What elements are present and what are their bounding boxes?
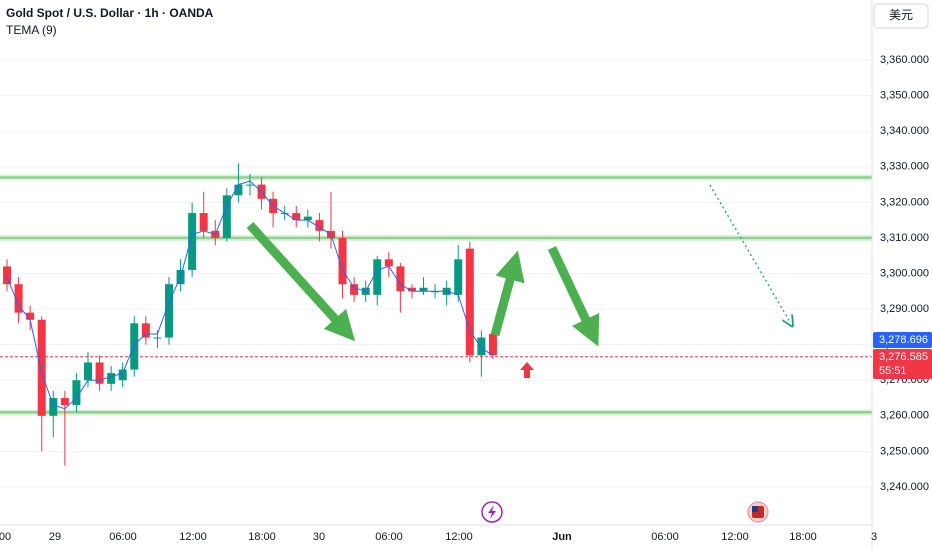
candle-body [350, 284, 359, 295]
current-price-tag [873, 349, 932, 379]
candle-body [245, 184, 254, 186]
x-tick-label: 06:00 [109, 531, 137, 543]
countdown: 55:51 [879, 365, 907, 377]
arrow-down [246, 221, 356, 342]
y-tick-label: 3,250.000 [880, 445, 929, 457]
x-tick-label: 06:00 [651, 531, 679, 543]
lightning [488, 505, 496, 519]
candle-body [407, 287, 416, 292]
candle-body [373, 259, 382, 295]
x-tick-label: 12:00 [179, 531, 207, 543]
plot-area [0, 59, 872, 488]
currency-button[interactable] [873, 3, 929, 29]
current-price-label: 3,276.585 [879, 351, 928, 363]
candle-body [338, 237, 347, 285]
x-tick-label: 30 [313, 531, 325, 543]
candle-body [199, 213, 208, 231]
candle-body [60, 398, 69, 406]
candle-body [222, 195, 231, 238]
candle-body [26, 312, 35, 320]
candle-body [72, 380, 81, 406]
candle-body [95, 362, 104, 384]
y-tick-label: 3,240.000 [880, 481, 929, 493]
red-arrow [520, 362, 534, 378]
candle-body [315, 220, 324, 231]
y-tick-label: 3,260.000 [880, 410, 929, 422]
candle-body [303, 216, 312, 221]
candle-body [130, 323, 139, 370]
x-tick-label: 18:00 [789, 531, 817, 543]
candle-body [107, 373, 116, 384]
candle-body [3, 266, 11, 285]
y-tick-label: 3,290.000 [880, 303, 929, 315]
x-tick-label: 06:00 [375, 531, 403, 543]
x-tick-label: 12:00 [445, 531, 473, 543]
candle-body [488, 333, 497, 356]
flag-canton [752, 506, 758, 512]
candle-body [37, 319, 46, 416]
y-tick-label: 3,310.000 [880, 232, 929, 244]
candle-body [419, 287, 428, 292]
candle-body [477, 337, 486, 356]
y-tick-label: 3,320.000 [880, 196, 929, 208]
candle-body [384, 259, 393, 267]
candle-body [83, 362, 92, 381]
candle-body [396, 266, 405, 292]
dotted-arrow [709, 184, 790, 322]
x-tick-label: 29 [49, 531, 61, 543]
x-tick-label: Jun [552, 531, 572, 543]
candle-body [465, 248, 474, 356]
currency-button-label[interactable]: 美元 [889, 8, 913, 22]
candle-body [188, 213, 197, 270]
candle-body [141, 323, 150, 338]
x-tick-label: 3 [871, 531, 877, 543]
arrow-up [490, 250, 525, 337]
x-tick-label: 12:00 [721, 531, 749, 543]
indicator-label: TEMA (9) [6, 23, 57, 37]
candle-body [153, 337, 162, 339]
x-tick-label: 00 [0, 531, 11, 543]
candle-body [164, 284, 173, 338]
price-tag-label: 3,278.696 [879, 334, 928, 346]
candle-body [234, 184, 243, 196]
candle-body [14, 284, 23, 313]
arrow-down [547, 246, 600, 347]
y-tick-label: 3,340.000 [880, 125, 929, 137]
candle-body [118, 369, 127, 381]
chart-title: Gold Spot / U.S. Dollar · 1h · OANDA [6, 6, 214, 20]
price-tag [873, 332, 932, 348]
candle-body [49, 398, 58, 416]
candle-body [292, 213, 301, 221]
y-tick-label: 3,360.000 [880, 54, 929, 66]
y-tick-label: 3,350.000 [880, 90, 929, 102]
candle-body [454, 259, 463, 295]
y-tick-label: 3,330.000 [880, 161, 929, 173]
tema-line [6, 180, 494, 410]
y-tick-label: 3,300.000 [880, 267, 929, 279]
x-tick-label: 18:00 [248, 531, 276, 543]
annotations [246, 184, 790, 523]
